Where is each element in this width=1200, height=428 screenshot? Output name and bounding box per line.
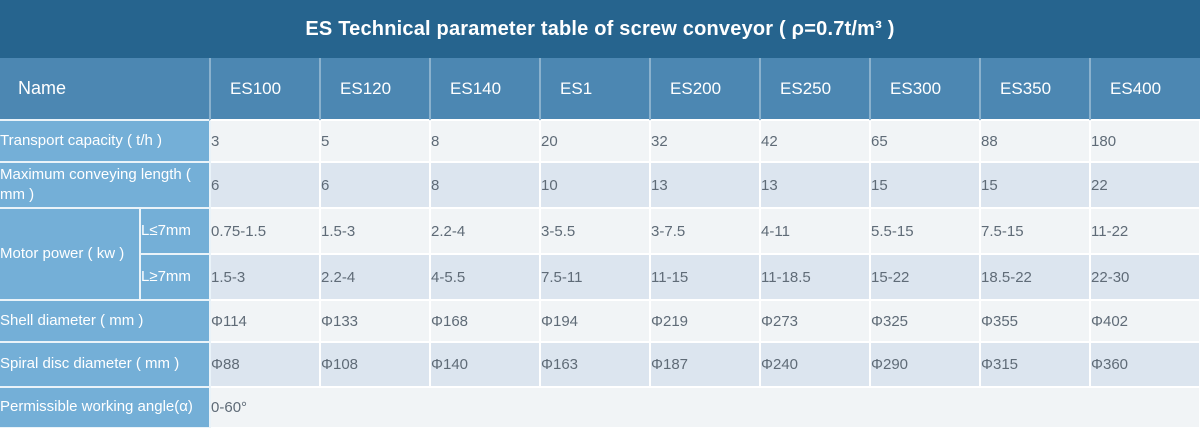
model-header-es200: ES200 — [649, 58, 761, 120]
param-value-cell: Φ168 — [429, 299, 542, 343]
row-label-motor-power: Motor power ( kw ) — [0, 207, 141, 301]
param-value-cell: 88 — [979, 119, 1092, 163]
table-row-shell-diameter: Shell diameter ( mm ) Φ114 Φ133 Φ168 Φ19… — [0, 299, 1200, 343]
sub-row-label: L≤7mm — [138, 207, 212, 255]
model-header-es300: ES300 — [869, 58, 981, 120]
model-header-es1: ES1 — [539, 58, 651, 120]
row-label: Spiral disc diameter ( mm ) — [0, 341, 212, 388]
table-title-bar: ES Technical parameter table of screw co… — [0, 0, 1200, 58]
param-value-cell: Φ140 — [429, 341, 542, 388]
param-value-cell: 2.2-4 — [319, 253, 432, 301]
header-row: Name ES100 ES120 ES140 ES1 ES200 ES250 E… — [0, 58, 1200, 120]
param-value-cell: 3-5.5 — [539, 207, 652, 255]
param-value-cell: 22-30 — [1089, 253, 1200, 301]
table-row-permissible-angle: Permissible working angle(α) 0-60° — [0, 386, 1200, 428]
param-value-cell-merged: 0-60° — [209, 386, 1200, 428]
param-value-cell: 32 — [649, 119, 762, 163]
param-value-cell: 13 — [649, 161, 762, 209]
param-value-cell: Φ187 — [649, 341, 762, 388]
row-label: Maximum conveying length ( mm ) — [0, 161, 212, 209]
param-value-cell: 5.5-15 — [869, 207, 982, 255]
param-value-cell: 42 — [759, 119, 872, 163]
param-value-cell: 15 — [869, 161, 982, 209]
param-value-cell: Φ108 — [319, 341, 432, 388]
sub-row-label: L≥7mm — [138, 253, 212, 301]
param-value-cell: 8 — [429, 119, 542, 163]
model-header-es400: ES400 — [1089, 58, 1200, 120]
param-value-cell: 7.5-15 — [979, 207, 1092, 255]
table-row-max-conveying-length: Maximum conveying length ( mm ) 6 6 8 10… — [0, 161, 1200, 209]
model-header-es140: ES140 — [429, 58, 541, 120]
row-label: Transport capacity ( t/h ) — [0, 119, 212, 163]
param-value-cell: Φ273 — [759, 299, 872, 343]
name-column-header: Name — [0, 58, 211, 120]
param-value-cell: 18.5-22 — [979, 253, 1092, 301]
param-value-cell: Φ402 — [1089, 299, 1200, 343]
table-row-transport-capacity: Transport capacity ( t/h ) 3 5 8 20 32 4… — [0, 119, 1200, 163]
param-value-cell: Φ325 — [869, 299, 982, 343]
param-value-cell: 15 — [979, 161, 1092, 209]
param-value-cell: Φ240 — [759, 341, 872, 388]
param-value-cell: 22 — [1089, 161, 1200, 209]
param-value-cell: Φ360 — [1089, 341, 1200, 388]
param-value-cell: 15-22 — [869, 253, 982, 301]
model-header-es100: ES100 — [209, 58, 321, 120]
param-value-cell: 180 — [1089, 119, 1200, 163]
param-value-cell: Φ219 — [649, 299, 762, 343]
param-value-cell: 11-15 — [649, 253, 762, 301]
table-row-spiral-disc-diameter: Spiral disc diameter ( mm ) Φ88 Φ108 Φ14… — [0, 341, 1200, 388]
param-value-cell: Φ88 — [209, 341, 322, 388]
table-row-motor-power-le7: Motor power ( kw ) L≤7mm 0.75-1.5 1.5-3 … — [0, 207, 1200, 301]
param-value-cell: 4-5.5 — [429, 253, 542, 301]
param-value-cell: 20 — [539, 119, 652, 163]
param-value-cell: 1.5-3 — [319, 207, 432, 255]
table-row-motor-power-ge7: L≥7mm 1.5-3 2.2-4 4-5.5 7.5-11 11-15 11-… — [0, 253, 1200, 301]
param-value-cell: Φ290 — [869, 341, 982, 388]
row-label: Permissible working angle(α) — [0, 386, 212, 428]
param-value-cell: 5 — [319, 119, 432, 163]
param-value-cell: 1.5-3 — [209, 253, 322, 301]
model-header-es250: ES250 — [759, 58, 871, 120]
param-value-cell: 4-11 — [759, 207, 872, 255]
param-value-cell: Φ194 — [539, 299, 652, 343]
param-value-cell: 6 — [319, 161, 432, 209]
model-header-es350: ES350 — [979, 58, 1091, 120]
parameters-table: Name ES100 ES120 ES140 ES1 ES200 ES250 E… — [0, 58, 1200, 428]
param-value-cell: 65 — [869, 119, 982, 163]
model-header-es120: ES120 — [319, 58, 431, 120]
param-value-cell: 3 — [209, 119, 322, 163]
page-title: ES Technical parameter table of screw co… — [305, 17, 895, 40]
param-value-cell: Φ114 — [209, 299, 322, 343]
param-value-cell: 3-7.5 — [649, 207, 762, 255]
param-value-cell: 13 — [759, 161, 872, 209]
param-value-cell: 6 — [209, 161, 322, 209]
param-value-cell: 11-22 — [1089, 207, 1200, 255]
param-value-cell: 10 — [539, 161, 652, 209]
param-value-cell: 2.2-4 — [429, 207, 542, 255]
param-value-cell: Φ355 — [979, 299, 1092, 343]
param-value-cell: Φ133 — [319, 299, 432, 343]
param-value-cell: Φ163 — [539, 341, 652, 388]
param-value-cell: 11-18.5 — [759, 253, 872, 301]
param-value-cell: Φ315 — [979, 341, 1092, 388]
row-label: Shell diameter ( mm ) — [0, 299, 212, 343]
param-value-cell: 7.5-11 — [539, 253, 652, 301]
param-value-cell: 0.75-1.5 — [209, 207, 322, 255]
param-value-cell: 8 — [429, 161, 542, 209]
